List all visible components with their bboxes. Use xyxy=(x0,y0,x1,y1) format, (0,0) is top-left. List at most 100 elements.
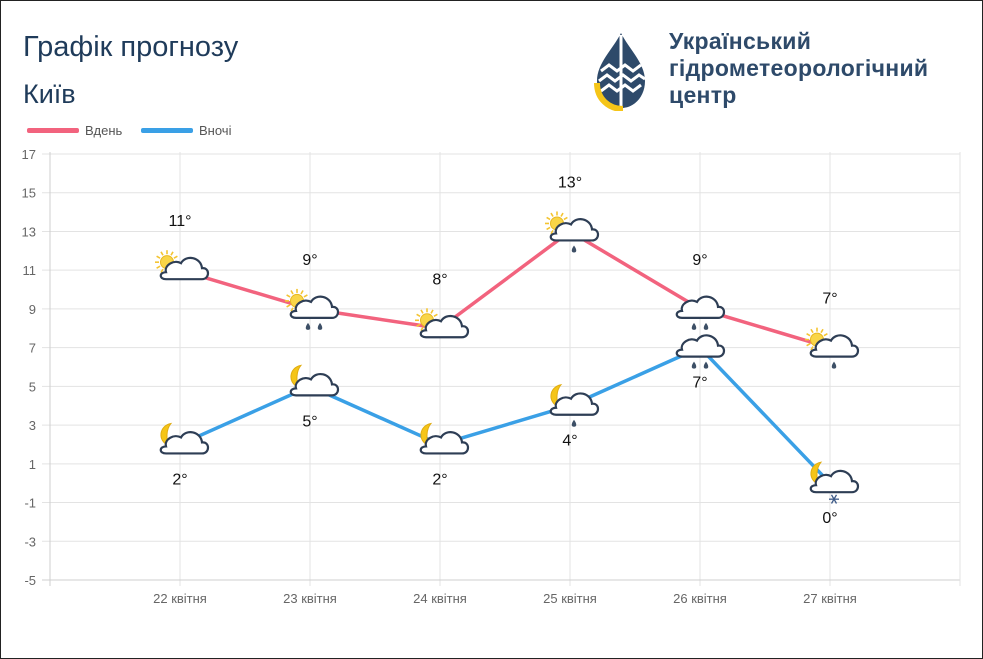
sun-ray xyxy=(286,304,291,308)
sun-ray xyxy=(810,328,814,334)
data-label: 2° xyxy=(432,471,447,488)
data-label: 9° xyxy=(302,252,317,269)
cloud-shape xyxy=(159,431,210,455)
snowflake-arm xyxy=(830,494,838,504)
cloud-shape xyxy=(549,392,600,416)
data-label: 7° xyxy=(822,291,837,308)
series-line-day xyxy=(179,229,831,350)
sun-ray xyxy=(156,265,161,269)
sun-ray xyxy=(286,294,291,298)
x-tick-label: 24 квітня xyxy=(413,591,467,606)
sun-cloud-rain-icon xyxy=(285,288,340,330)
legend-item-night[interactable]: Вночі xyxy=(141,123,231,138)
uhmc-logo-icon xyxy=(594,33,646,111)
y-tick-label: -1 xyxy=(24,496,36,511)
sun-ray xyxy=(160,251,164,256)
rain-drop xyxy=(571,419,577,427)
sun-cloud-rain-icon xyxy=(545,211,600,253)
cloud-shape xyxy=(675,334,726,358)
sun-ray xyxy=(810,346,814,351)
rain-drop xyxy=(691,361,697,369)
sun-ray xyxy=(420,309,424,314)
rain-drop xyxy=(691,322,697,330)
data-label: 8° xyxy=(432,271,447,288)
rain-drop xyxy=(703,361,709,369)
cloud-shape xyxy=(159,256,210,281)
sun-ray xyxy=(430,309,434,314)
cloud-shape xyxy=(289,295,340,320)
org-line-1: Український xyxy=(669,28,812,54)
cloud-shape xyxy=(549,218,600,242)
data-label: 4° xyxy=(562,433,577,450)
rain-drop xyxy=(703,322,709,330)
y-tick-label: 13 xyxy=(22,224,36,239)
page-title: Графік прогнозу xyxy=(23,31,239,63)
sun-cloud-rain-icon xyxy=(805,327,860,369)
sun-ray xyxy=(173,255,178,259)
city-name: Київ xyxy=(23,79,76,109)
sun-cloud-icon xyxy=(155,250,210,281)
sun-ray xyxy=(300,290,304,295)
data-label: 5° xyxy=(302,413,317,430)
data-label: 13° xyxy=(558,174,582,191)
legend-item-day[interactable]: Вдень xyxy=(27,123,122,138)
cloud-shape xyxy=(289,372,340,397)
y-tick-label: -5 xyxy=(24,573,36,588)
y-tick-label: 1 xyxy=(29,457,36,472)
sun-ray xyxy=(290,307,294,312)
snowflake xyxy=(829,494,839,504)
data-label: 9° xyxy=(692,252,707,269)
cloud-shape xyxy=(809,469,860,494)
x-tick-label: 26 квітня xyxy=(673,591,727,606)
legend-swatch-day xyxy=(27,128,79,134)
cloud-rain-icon xyxy=(675,334,726,369)
cloud-shape xyxy=(419,431,470,455)
org-line-3: центр xyxy=(669,82,737,108)
y-tick-label: 5 xyxy=(29,379,36,394)
org-line-2: гідрометеорологічний xyxy=(669,55,929,81)
cloud-shape xyxy=(419,314,470,339)
rain-drop xyxy=(305,322,311,330)
sun-ray xyxy=(546,226,551,231)
sun-ray xyxy=(156,255,161,259)
data-label: 0° xyxy=(822,510,837,527)
sun-ray xyxy=(806,332,811,337)
sun-ray xyxy=(416,323,421,327)
cloud-shape xyxy=(809,334,860,358)
sun-ray xyxy=(416,313,421,317)
y-tick-label: 17 xyxy=(22,147,36,162)
legend-swatch-night xyxy=(141,128,193,134)
moon-cloud-rain-icon xyxy=(549,384,600,427)
y-tick-label: 11 xyxy=(23,263,37,278)
data-label: 7° xyxy=(692,375,707,392)
moon-cloud-icon xyxy=(419,422,470,455)
moon-cloud-icon xyxy=(159,422,210,455)
moon-cloud-snow-icon xyxy=(809,461,860,504)
moon-cloud-icon xyxy=(289,364,340,397)
y-tick-label: 3 xyxy=(29,418,36,433)
y-tick-label: 9 xyxy=(29,302,36,317)
sun-ray xyxy=(806,342,811,347)
sun-ray xyxy=(290,290,294,295)
sun-ray xyxy=(820,328,824,334)
sun-ray xyxy=(550,229,554,235)
data-label: 2° xyxy=(172,471,187,488)
rain-drop xyxy=(831,361,837,369)
x-tick-label: 23 квітня xyxy=(283,591,337,606)
x-tick-label: 25 квітня xyxy=(543,591,597,606)
legend-label-day: Вдень xyxy=(85,123,123,138)
sun-ray xyxy=(550,212,554,217)
x-tick-label: 22 квітня xyxy=(153,591,207,606)
y-tick-label: 7 xyxy=(29,341,36,356)
sun-ray xyxy=(563,216,568,221)
sun-ray xyxy=(823,332,828,337)
y-tick-label: 15 xyxy=(22,186,36,201)
cloud-shape xyxy=(675,295,726,320)
sun-ray xyxy=(160,268,164,273)
series-line-night xyxy=(179,345,832,485)
sun-ray xyxy=(420,326,424,332)
cloud-rain-icon xyxy=(675,295,726,330)
organization-name: Український гідрометеорологічний центр xyxy=(669,28,928,109)
